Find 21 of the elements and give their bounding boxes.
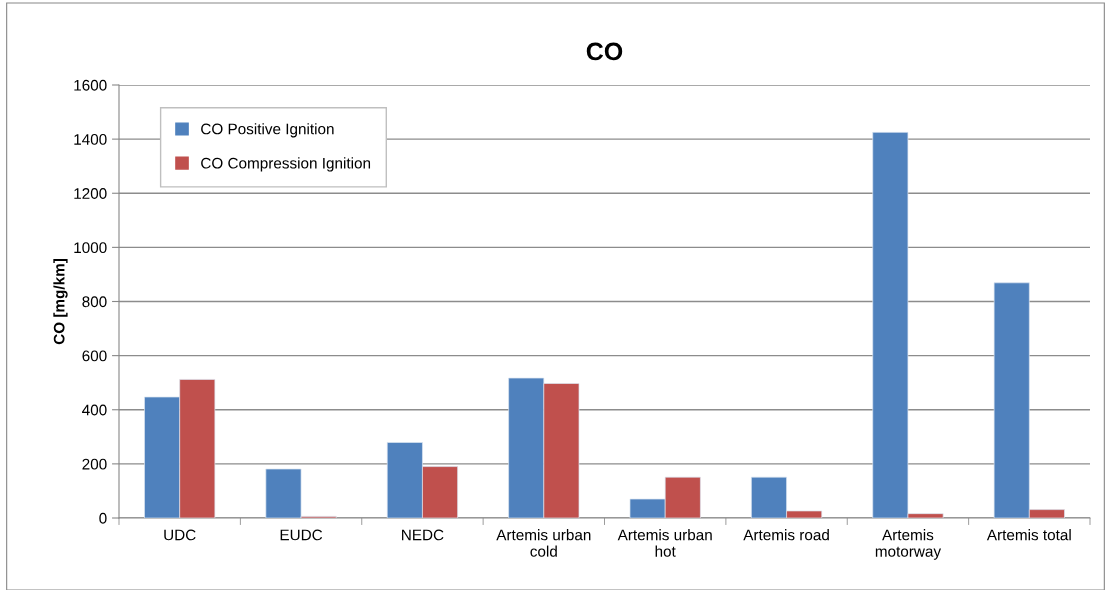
legend-label: CO Positive Ignition bbox=[201, 123, 334, 138]
y-tick-label: 1000 bbox=[74, 242, 107, 254]
legend-label: CO Compression Ignition bbox=[201, 157, 371, 172]
y-tick-label: 200 bbox=[82, 458, 107, 470]
y-tick-label: 400 bbox=[82, 404, 107, 416]
x-tick-label: UDC bbox=[164, 529, 196, 541]
y-tick-label: 800 bbox=[82, 296, 107, 308]
x-tick-label: Artemis urban hot bbox=[617, 529, 712, 557]
x-tick-label: EUDC bbox=[280, 529, 323, 541]
x-tick-label: Artemis road bbox=[743, 529, 829, 541]
y-tick-label: 1600 bbox=[74, 79, 107, 91]
y-tick-label: 600 bbox=[82, 350, 107, 362]
y-axis-title: CO [mg/km] bbox=[53, 259, 68, 345]
y-tick-label: 0 bbox=[99, 512, 107, 524]
x-tick-label: Artemis urban cold bbox=[496, 529, 591, 557]
y-tick-label: 1200 bbox=[74, 188, 107, 199]
x-tick-label: Artemis motorway bbox=[875, 529, 942, 560]
x-tick-label: Artemis total bbox=[986, 529, 1071, 541]
y-tick-label: 1400 bbox=[74, 133, 107, 145]
x-tick-label: NEDC bbox=[402, 529, 444, 541]
chart-title: CO bbox=[586, 42, 623, 61]
